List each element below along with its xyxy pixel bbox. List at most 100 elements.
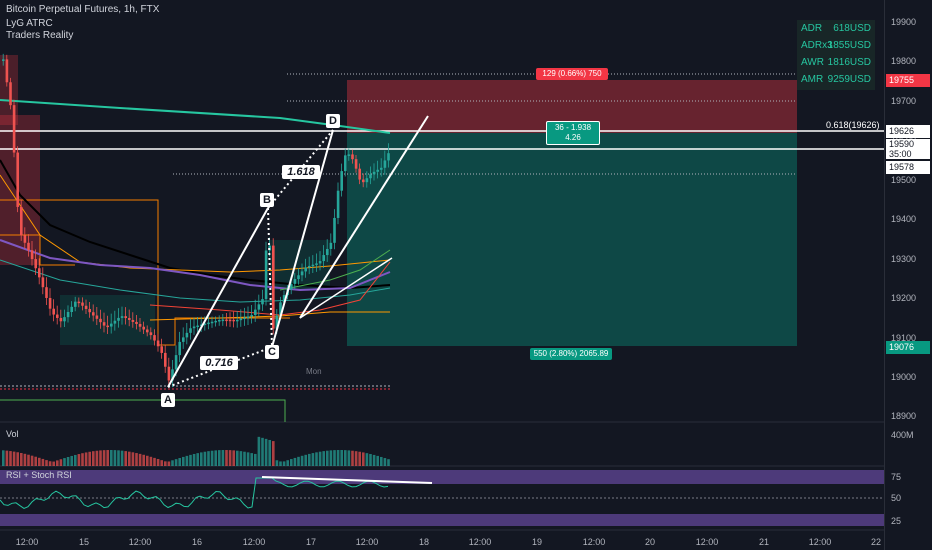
volume-bar bbox=[290, 459, 293, 466]
price-tick: 19500 bbox=[891, 175, 917, 185]
candle-body bbox=[160, 346, 163, 353]
time-tick: 15 bbox=[78, 537, 90, 547]
candle-body bbox=[135, 321, 138, 324]
stat-value: 618USD bbox=[833, 23, 871, 34]
volume-bar bbox=[376, 455, 379, 466]
candle-body bbox=[70, 306, 73, 313]
volume-bar bbox=[225, 450, 228, 466]
pattern-point-c: C bbox=[265, 345, 279, 359]
volume-bar bbox=[383, 458, 387, 466]
volume-bar bbox=[66, 457, 70, 466]
volume-bar bbox=[128, 451, 131, 466]
volume-bar bbox=[38, 457, 41, 466]
candle-body bbox=[344, 155, 347, 172]
price-tick: 19400 bbox=[891, 214, 917, 224]
candle-body bbox=[171, 369, 174, 381]
candle-body bbox=[329, 242, 333, 249]
pattern-point-a: A bbox=[161, 393, 175, 407]
volume-bar bbox=[358, 451, 361, 466]
time-tick: 17 bbox=[305, 537, 317, 547]
volume-bar bbox=[59, 459, 63, 466]
rsi-line bbox=[0, 477, 389, 509]
day-marker: Mon bbox=[306, 367, 322, 376]
volume-bar bbox=[203, 451, 207, 466]
candle-body bbox=[45, 287, 48, 298]
candle-body bbox=[174, 355, 178, 370]
volume-bar bbox=[41, 458, 45, 466]
candle-body bbox=[131, 319, 135, 322]
candle-body bbox=[189, 328, 192, 333]
candle-body bbox=[9, 82, 12, 106]
candle-body bbox=[243, 317, 246, 320]
target-price-label: 19076 bbox=[886, 341, 930, 354]
candle-body bbox=[214, 320, 217, 323]
candle-body bbox=[167, 366, 171, 381]
volume-bar bbox=[200, 452, 203, 466]
volume-axis-label: 400M bbox=[891, 430, 914, 440]
candle-body bbox=[153, 335, 156, 341]
candle-body bbox=[178, 341, 181, 356]
volume-bar bbox=[30, 455, 34, 466]
volume-bar bbox=[16, 452, 19, 466]
candle-body bbox=[218, 320, 221, 322]
candle-body bbox=[117, 317, 120, 321]
volume-bar bbox=[336, 450, 340, 466]
stop-price-label: 19755 bbox=[886, 74, 930, 87]
price-tick: 19900 bbox=[891, 17, 917, 27]
volume-bar bbox=[279, 461, 282, 466]
candle-body bbox=[52, 308, 55, 315]
candle-body bbox=[362, 179, 365, 183]
rr-line2: 4.26 bbox=[565, 133, 581, 142]
indicator-atrc-label[interactable]: LyG ATRC bbox=[6, 18, 53, 29]
candle-body bbox=[156, 340, 160, 347]
candle-body bbox=[106, 325, 109, 328]
volume-bar bbox=[27, 454, 30, 466]
candle-body bbox=[110, 323, 113, 327]
price-axis[interactable]: 19900 19800 19700 19600 19500 19400 1930… bbox=[884, 0, 932, 550]
volume-bar bbox=[329, 450, 333, 466]
volume-bar bbox=[344, 450, 347, 466]
volume-bar bbox=[70, 455, 73, 466]
time-tick: 12:00 bbox=[15, 537, 39, 547]
range-stats-table: ADR 618USD ADRx3 1855USD AWR 1816USD AMR 925… bbox=[797, 20, 875, 90]
candle-body bbox=[293, 279, 297, 284]
volume-bar bbox=[88, 451, 91, 466]
candle-body bbox=[347, 154, 351, 156]
volume-bar bbox=[45, 460, 48, 466]
volume-bar bbox=[95, 450, 99, 466]
candle-body bbox=[340, 171, 343, 191]
price-chart[interactable] bbox=[0, 0, 884, 550]
candle-body bbox=[48, 297, 52, 309]
volume-title[interactable]: Vol bbox=[6, 429, 19, 439]
candle-body bbox=[279, 302, 282, 316]
rsi-overbought-band bbox=[0, 470, 884, 484]
volume-bar bbox=[311, 453, 315, 466]
time-tick: 18 bbox=[418, 537, 430, 547]
candle-body bbox=[74, 301, 77, 307]
candle-body bbox=[138, 323, 142, 327]
rsi-title[interactable]: RSI + Stoch RSI bbox=[6, 470, 72, 480]
fib-level-label: 0.618(19626) bbox=[826, 120, 880, 130]
volume-bar bbox=[322, 451, 325, 466]
candle-body bbox=[120, 316, 124, 318]
chart-symbol-title[interactable]: Bitcoin Perpetual Futures, 1h, FTX bbox=[6, 4, 160, 15]
candle-body bbox=[351, 154, 354, 160]
volume-bar bbox=[228, 450, 232, 466]
candle-body bbox=[102, 322, 106, 326]
candle-body bbox=[225, 319, 228, 322]
candle-body bbox=[88, 308, 91, 313]
volume-bar bbox=[300, 455, 304, 466]
candle-body bbox=[77, 301, 81, 304]
volume-bar bbox=[268, 439, 271, 466]
indicator-traders-reality-label[interactable]: Traders Reality bbox=[6, 30, 74, 41]
candle-body bbox=[164, 352, 167, 367]
volume-bar bbox=[254, 453, 257, 466]
volume-bar bbox=[210, 450, 214, 466]
candle-body bbox=[210, 321, 214, 324]
volume-bar bbox=[92, 451, 95, 466]
rsi-oversold-band bbox=[0, 514, 884, 526]
risk-reward-box: 36 - 1.938 4.26 bbox=[546, 121, 600, 145]
candle-body bbox=[257, 304, 261, 310]
candle-body bbox=[383, 160, 387, 168]
candle-body bbox=[59, 317, 63, 322]
